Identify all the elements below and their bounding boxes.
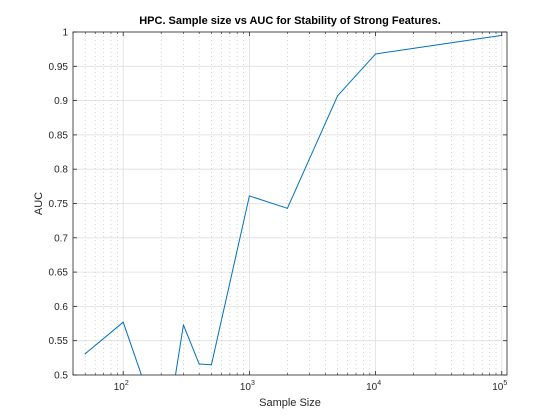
y-tick-label: 0.95	[49, 62, 69, 73]
y-tick-label: 0.75	[49, 199, 69, 210]
data-point	[182, 324, 185, 326]
x-tick-label-base: 10	[114, 382, 126, 393]
data-point	[337, 95, 339, 97]
data-point	[198, 363, 200, 365]
data-point	[122, 321, 124, 323]
y-tick-label: 0.65	[49, 268, 69, 279]
y-axis-label: AUC	[33, 192, 45, 215]
series-line	[84, 34, 502, 375]
data-point	[210, 364, 213, 366]
data-point	[248, 195, 251, 197]
x-tick-label: 102	[114, 380, 129, 393]
y-tick-label: 0.8	[54, 165, 68, 176]
y-tick-label: 0.6	[54, 302, 68, 313]
series-layer	[84, 34, 503, 388]
x-tick-label-exponent: 4	[377, 380, 381, 387]
x-tick-label-exponent: 3	[251, 380, 255, 387]
x-tick-label: 105	[492, 380, 507, 393]
x-tick-label-base: 10	[240, 382, 252, 393]
data-point	[173, 387, 174, 388]
x-tick-label-base: 10	[366, 382, 378, 393]
y-tick-label: 0.9	[54, 96, 68, 107]
chart-title: HPC. Sample size vs AUC for Stability of…	[139, 15, 441, 27]
data-point	[145, 386, 146, 387]
data-point	[286, 207, 288, 209]
x-tick-label: 104	[366, 380, 381, 393]
y-tick-label: 0.55	[49, 336, 69, 347]
y-tick-label: 0.5	[54, 371, 68, 382]
data-point	[84, 353, 86, 355]
y-tick-label: 0.85	[49, 130, 69, 141]
x-tick-label-exponent: 2	[125, 380, 129, 387]
data-point	[374, 53, 377, 55]
x-tick-label-base: 10	[492, 382, 504, 393]
x-tick-label-exponent: 5	[503, 380, 507, 387]
x-axis-label: Sample Size	[259, 397, 321, 409]
x-tick-label: 103	[240, 380, 255, 393]
y-tick-label: 1	[62, 28, 68, 39]
y-tick-label: 0.7	[54, 233, 68, 244]
